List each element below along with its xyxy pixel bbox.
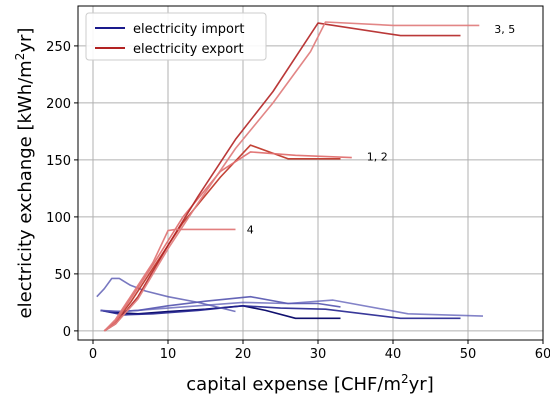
x-tick-label: 30 xyxy=(310,347,327,362)
x-tick-label: 0 xyxy=(89,347,97,362)
y-tick-label: 200 xyxy=(46,97,71,112)
y-tick-label: 0 xyxy=(63,325,71,340)
legend-export-label: electricity export xyxy=(133,42,244,57)
import-series-line-4 xyxy=(96,277,236,313)
series-annotation: 4 xyxy=(247,223,254,236)
y-tick-label: 100 xyxy=(46,211,71,226)
x-tick-label: 10 xyxy=(160,347,177,362)
export-series-line-10 xyxy=(103,228,236,332)
import-series-line-2 xyxy=(100,304,461,320)
plot-frame xyxy=(77,5,544,341)
series-annotation: 3, 5 xyxy=(494,23,515,36)
y-tick-label: 50 xyxy=(54,268,71,283)
x-tick-label: 60 xyxy=(535,347,550,362)
x-tick-label: 20 xyxy=(235,347,252,362)
import-series-line-5 xyxy=(100,299,484,317)
legend: electricity import electricity export xyxy=(85,12,267,61)
legend-import-label: electricity import xyxy=(133,22,244,37)
y-tick-label: 250 xyxy=(46,40,71,55)
series-annotation: 1, 2 xyxy=(367,150,388,163)
series-layer xyxy=(96,21,484,332)
y-axis-label: electricity exchange [kWh/m2yr] xyxy=(13,28,36,319)
x-tick-label: 40 xyxy=(385,347,402,362)
export-series-line-8 xyxy=(103,22,461,332)
x-tick-label: 50 xyxy=(460,347,477,362)
y-tick-label: 150 xyxy=(46,154,71,169)
export-series-line-7 xyxy=(103,151,352,332)
legend-box xyxy=(85,12,267,61)
annotations: 3, 5 1, 2 4 xyxy=(247,23,516,237)
export-series-line-9 xyxy=(103,21,480,332)
ticks: 0 10 20 30 40 50 60 0 50 100 150 200 250 xyxy=(46,40,550,362)
gridlines xyxy=(78,6,544,340)
x-axis-label: capital expense [CHF/m2yr] xyxy=(186,372,433,395)
